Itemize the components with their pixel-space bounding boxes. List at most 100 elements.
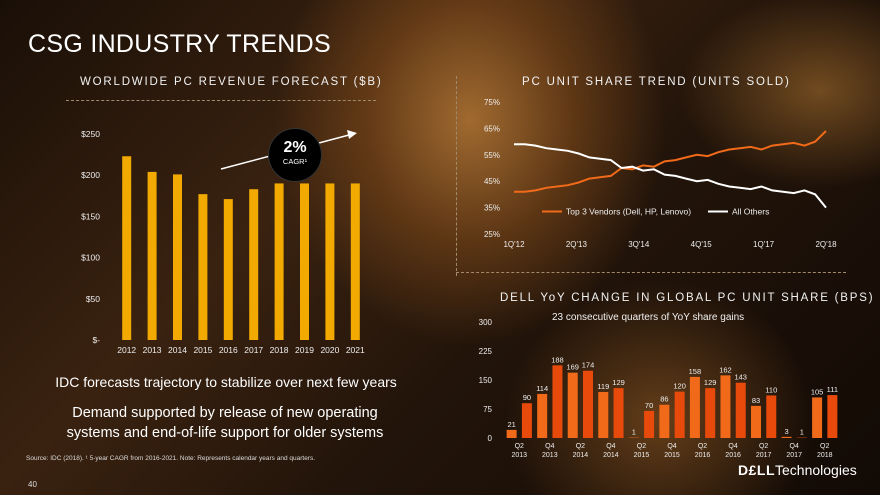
dell-share-chart-subtitle: 23 consecutive quarters of YoY share gai… — [552, 312, 745, 323]
bps-year-label: 2017 — [756, 452, 772, 459]
bps-bar — [674, 391, 685, 438]
bps-bar — [506, 429, 517, 438]
share-ytick-label: 45% — [484, 177, 500, 186]
cagr-badge: 2% CAGR¹ — [268, 128, 322, 182]
bps-bar — [567, 372, 578, 438]
revenue-xtick-label: 2012 — [117, 345, 136, 355]
share-ytick-label: 25% — [484, 230, 500, 239]
bps-year-label: 2017 — [786, 452, 802, 459]
bps-data-label: 169 — [566, 363, 579, 372]
bps-data-label: 188 — [551, 355, 564, 364]
bps-data-label: 86 — [660, 395, 668, 404]
share-ytick-label: 75% — [484, 98, 500, 107]
bps-data-label: 119 — [597, 382, 609, 391]
section-divider-horizontal — [456, 272, 846, 273]
revenue-bar — [223, 199, 233, 340]
dell-technologies-logo: D£LLTechnologies — [738, 462, 857, 478]
bps-data-label: 129 — [704, 378, 717, 387]
bps-data-label: 105 — [811, 387, 824, 396]
revenue-xtick-label: 2021 — [346, 345, 365, 355]
bps-data-label: 3 — [784, 427, 788, 436]
bps-data-label: 83 — [752, 396, 760, 405]
bps-year-label: 2016 — [725, 452, 741, 459]
bps-data-label: 21 — [507, 420, 515, 429]
revenue-xtick-label: 2013 — [143, 345, 162, 355]
bps-ytick-label: 225 — [479, 347, 493, 356]
bps-quarter-label: Q2 — [576, 443, 585, 450]
bps-data-label: 174 — [582, 361, 595, 370]
revenue-xtick-label: 2016 — [219, 345, 238, 355]
revenue-ytick-label: $150 — [81, 211, 100, 221]
bps-data-label: 143 — [734, 373, 747, 382]
bps-data-label: 1 — [632, 428, 636, 437]
revenue-ytick-label: $50 — [86, 294, 100, 304]
share-ytick-label: 65% — [484, 124, 500, 133]
bps-quarter-label: Q2 — [820, 443, 829, 450]
bps-bar — [735, 382, 746, 438]
revenue-ytick-label: $200 — [81, 170, 100, 180]
bps-data-label: 111 — [827, 385, 838, 394]
bps-bar — [751, 405, 761, 438]
bps-data-label: 158 — [689, 367, 702, 376]
bps-data-label: 129 — [612, 378, 625, 387]
share-xtick-label: 4Q'15 — [691, 240, 713, 249]
bps-quarter-label: Q4 — [790, 443, 799, 450]
bps-bar — [552, 365, 563, 438]
revenue-xtick-label: 2015 — [193, 345, 212, 355]
share-xtick-label: 2Q'18 — [815, 240, 837, 249]
bps-data-label: 1 — [800, 428, 804, 437]
bps-quarter-label: Q4 — [606, 443, 615, 450]
bps-quarter-label: Q2 — [698, 443, 707, 450]
revenue-bar — [122, 156, 132, 340]
logo-brand: D£LL — [738, 462, 775, 478]
unit-share-line-chart: 25% 35% 45% 55% 65% 75% 1Q'12 2Q'13 3Q'14 4Q'15 1… — [484, 98, 837, 249]
bps-data-label: 114 — [536, 384, 548, 393]
revenue-xtick-label: 2017 — [244, 345, 263, 355]
bps-bar — [812, 397, 823, 438]
revenue-bar — [350, 183, 360, 340]
bps-bar — [613, 388, 624, 438]
bps-bar — [583, 370, 593, 438]
caption-demand: Demand supported by release of new opera… — [66, 405, 384, 441]
legend-label-top3: Top 3 Vendors (Dell, HP, Lenovo) — [566, 207, 691, 217]
share-xtick-label: 2Q'13 — [566, 240, 588, 249]
share-ytick-label: 55% — [484, 151, 500, 160]
revenue-bar — [249, 189, 259, 340]
bps-year-label: 2013 — [511, 452, 527, 459]
revenue-bar — [325, 183, 335, 340]
bps-year-label: 2016 — [695, 452, 711, 459]
cagr-value: 2% — [283, 139, 307, 156]
share-ytick-label: 35% — [484, 204, 500, 213]
revenue-bar — [300, 183, 309, 340]
revenue-bar — [173, 174, 182, 340]
legend-label-others: All Others — [732, 207, 769, 217]
share-series-line — [514, 130, 827, 193]
bps-bar — [598, 391, 609, 438]
bps-bar — [705, 388, 716, 438]
bps-quarter-label: Q4 — [545, 443, 554, 450]
revenue-chart-title: WORLDWIDE PC REVENUE FORECAST ($B) — [80, 76, 383, 88]
unit-share-chart-title: PC UNIT SHARE TREND (UNITS SOLD) — [522, 76, 791, 88]
bps-year-label: 2014 — [603, 452, 619, 459]
share-xtick-label: 1Q'12 — [503, 240, 525, 249]
section-divider-vertical — [456, 76, 457, 276]
revenue-ytick-label: $- — [92, 335, 100, 345]
revenue-xtick-label: 2018 — [270, 345, 289, 355]
bps-year-label: 2015 — [664, 452, 680, 459]
revenue-bar — [147, 171, 157, 340]
revenue-ytick-label: $250 — [81, 129, 100, 139]
revenue-xtick-label: 2019 — [295, 345, 314, 355]
share-xtick-label: 1Q'17 — [753, 240, 775, 249]
revenue-bar-chart: $- $50 $100 $150 $200 $250 2012 2013 2014 2015 20… — [81, 129, 365, 355]
bps-bar — [781, 436, 792, 438]
bps-bar — [537, 393, 548, 438]
bps-bar — [766, 395, 777, 438]
bps-quarter-label: Q2 — [759, 443, 768, 450]
bps-quarter-label: Q2 — [637, 443, 646, 450]
bps-data-label: 120 — [673, 382, 686, 391]
bps-bar — [644, 410, 655, 438]
bps-ytick-label: 150 — [479, 376, 493, 385]
bps-data-label: 90 — [523, 393, 531, 402]
left-header-rule — [66, 100, 376, 101]
